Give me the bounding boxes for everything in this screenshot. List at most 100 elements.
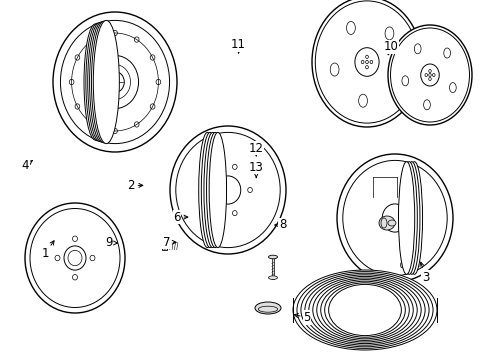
Polygon shape (79, 263, 112, 300)
Ellipse shape (162, 243, 166, 249)
Ellipse shape (53, 12, 177, 152)
Ellipse shape (206, 132, 224, 248)
Ellipse shape (221, 151, 234, 158)
Text: 4: 4 (21, 159, 32, 172)
Polygon shape (404, 33, 426, 68)
Ellipse shape (365, 55, 367, 58)
Polygon shape (79, 217, 112, 253)
Ellipse shape (258, 306, 277, 312)
Ellipse shape (304, 275, 424, 345)
Ellipse shape (268, 276, 277, 279)
FancyBboxPatch shape (399, 262, 404, 268)
Ellipse shape (84, 24, 107, 140)
Polygon shape (219, 138, 236, 176)
Ellipse shape (86, 23, 109, 141)
Polygon shape (319, 60, 356, 87)
Ellipse shape (196, 202, 204, 213)
Text: 3: 3 (419, 262, 428, 284)
Ellipse shape (387, 25, 471, 125)
Ellipse shape (408, 162, 424, 274)
Polygon shape (237, 195, 272, 224)
Ellipse shape (308, 276, 420, 343)
Ellipse shape (428, 69, 430, 72)
Ellipse shape (387, 251, 401, 258)
Polygon shape (437, 76, 465, 102)
Ellipse shape (215, 176, 240, 204)
FancyBboxPatch shape (162, 242, 167, 249)
Polygon shape (376, 63, 413, 96)
Ellipse shape (93, 21, 119, 144)
Text: 9: 9 (105, 237, 117, 249)
Ellipse shape (201, 132, 218, 248)
Ellipse shape (25, 203, 125, 313)
Ellipse shape (64, 246, 86, 270)
Ellipse shape (361, 60, 363, 64)
Ellipse shape (369, 60, 372, 64)
Polygon shape (417, 86, 434, 118)
Ellipse shape (403, 162, 419, 274)
Text: 11: 11 (231, 39, 245, 53)
Ellipse shape (328, 284, 401, 336)
Ellipse shape (369, 183, 381, 194)
Polygon shape (385, 233, 404, 272)
Ellipse shape (91, 21, 117, 143)
Ellipse shape (400, 162, 416, 274)
Ellipse shape (336, 154, 452, 282)
Polygon shape (237, 156, 272, 185)
Ellipse shape (359, 222, 367, 236)
Ellipse shape (378, 216, 394, 230)
Ellipse shape (406, 162, 422, 274)
Ellipse shape (400, 262, 404, 268)
Ellipse shape (209, 132, 226, 248)
Polygon shape (333, 8, 362, 53)
Ellipse shape (105, 72, 124, 93)
Ellipse shape (421, 222, 430, 236)
Ellipse shape (365, 66, 367, 69)
Ellipse shape (300, 273, 428, 347)
Polygon shape (371, 12, 406, 53)
Ellipse shape (292, 270, 436, 350)
Text: 6: 6 (173, 211, 187, 224)
Ellipse shape (387, 220, 395, 226)
Ellipse shape (87, 22, 112, 141)
Text: 1: 1 (41, 241, 54, 260)
Polygon shape (183, 195, 218, 224)
Text: 10: 10 (383, 40, 398, 55)
Polygon shape (393, 73, 421, 94)
Ellipse shape (320, 281, 408, 339)
Ellipse shape (296, 271, 432, 348)
Polygon shape (183, 156, 218, 185)
Ellipse shape (407, 183, 420, 194)
Ellipse shape (268, 255, 277, 259)
Ellipse shape (428, 73, 430, 77)
Text: 12: 12 (248, 142, 263, 156)
Ellipse shape (251, 167, 260, 178)
Ellipse shape (311, 0, 421, 127)
Text: 2: 2 (127, 179, 142, 192)
Ellipse shape (354, 48, 378, 76)
FancyBboxPatch shape (271, 257, 274, 279)
Ellipse shape (324, 283, 405, 337)
Ellipse shape (365, 60, 367, 64)
Ellipse shape (82, 24, 104, 139)
Ellipse shape (431, 73, 434, 77)
Ellipse shape (203, 132, 221, 248)
Ellipse shape (380, 218, 386, 228)
Ellipse shape (221, 222, 234, 229)
Polygon shape (37, 263, 70, 300)
Ellipse shape (398, 162, 414, 274)
Polygon shape (350, 76, 373, 118)
Ellipse shape (170, 126, 285, 254)
Ellipse shape (251, 202, 260, 213)
Text: 8: 8 (275, 219, 286, 231)
Ellipse shape (198, 132, 216, 248)
Text: 7: 7 (162, 236, 176, 249)
Text: 13: 13 (248, 161, 263, 177)
Text: 5: 5 (294, 311, 310, 324)
Ellipse shape (420, 64, 438, 86)
Polygon shape (407, 220, 443, 244)
Ellipse shape (312, 278, 416, 342)
Polygon shape (432, 37, 459, 68)
Ellipse shape (196, 132, 213, 248)
Ellipse shape (382, 204, 407, 232)
